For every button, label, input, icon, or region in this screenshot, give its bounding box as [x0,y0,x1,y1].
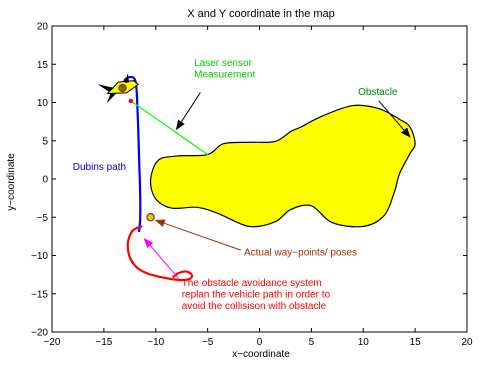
vehicle-wing-bottom [106,93,117,104]
obstacle-annotation-arrow [378,100,411,138]
x-tick-label: −20 [44,337,61,348]
dubins-annotation-text: Dubins path [73,162,126,173]
y-tick-label: 5 [42,136,48,147]
laser-annotation-line: Laser sensor [194,58,252,69]
sensor-origin-marker [128,98,134,104]
y-axis-label: y−coordinate [6,153,17,211]
y-tick-label: −5 [37,213,49,224]
replanned-path-line [126,225,194,282]
waypoint-marker [146,213,155,222]
dubins-annotation-line: Dubins path [73,162,126,173]
x-tick-label: −15 [95,337,112,348]
x-tick-label: 10 [358,337,370,348]
laser-annotation-line: Measurement [194,69,255,80]
plot-area: −20 −15 −10 −5 0 5 10 15 20 20 15 10 5 0 −5 −10 −15 −20 La… [31,22,473,349]
chart-title: X and Y coordinate in the map [187,8,335,20]
avoidance-annotation-arrow [143,237,179,279]
vehicle-fin [124,73,130,83]
laser-measurement-line [130,100,209,156]
vehicle-wing-top [97,84,115,92]
y-tick-label: −15 [31,289,48,300]
x-tick-label: 5 [309,337,315,348]
x-tick-label: 0 [257,337,263,348]
avoidance-annotation-line: The obstacle avoidance system [182,278,322,289]
waypoint-annotation-text: Actual way−points/ poses [244,248,357,259]
y-tick-label: −10 [31,251,48,262]
avoidance-annotation-line: avoid the collisison with obstacle [182,301,327,312]
x-tick-label: 20 [461,337,473,348]
y-tick-label: 0 [42,175,48,186]
avoidance-annotation-line: replan the vehicle path in order to [182,290,331,301]
obstacle-annotation-line: Obstacle [358,87,398,98]
y-tick-label: 20 [37,22,49,33]
y-tick-label: −20 [31,328,48,339]
laser-annotation-arrow [175,92,201,131]
y-tick-label: 10 [37,98,49,109]
laser-annotation-text: Laser sensor Measurement [194,58,255,81]
vehicle-icon [97,73,140,104]
x-tick-label: −10 [147,337,164,348]
obstacle-shape [149,104,416,228]
x-tick-label: 15 [410,337,422,348]
x-tick-label: −5 [202,337,214,348]
avoidance-annotation-text: The obstacle avoidance system replan the … [182,278,331,312]
vehicle-position-marker [118,83,127,93]
waypoint-annotation-arrow [154,219,241,251]
y-tick-label: 15 [37,60,49,71]
waypoint-annotation-line: Actual way−points/ poses [244,248,357,259]
obstacle-annotation-text: Obstacle [358,87,398,98]
x-axis-label: x−coordinate [232,349,290,360]
